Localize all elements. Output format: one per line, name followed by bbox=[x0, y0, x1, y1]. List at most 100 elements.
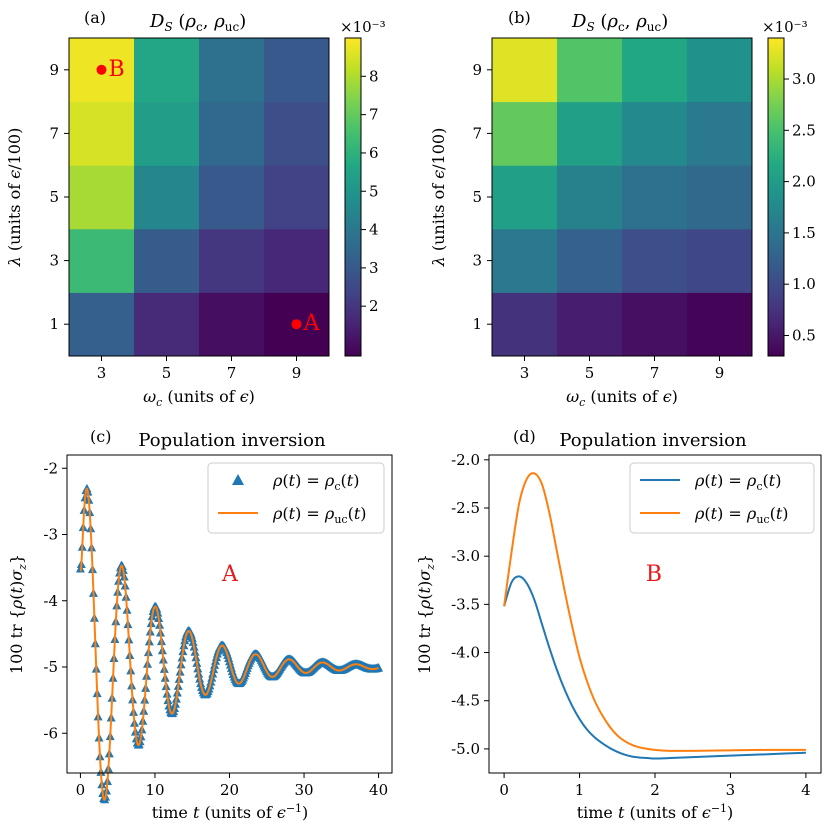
series-d-line-orange bbox=[503, 472, 806, 752]
cbar-tick-label: 3.0 bbox=[792, 70, 816, 88]
panel-c-label: (c) bbox=[90, 427, 111, 446]
heatmap-cell bbox=[264, 228, 330, 293]
series-c-orange-line bbox=[79, 487, 379, 801]
panel-b-x-ticks: 3 5 7 9 bbox=[520, 356, 724, 382]
x-tick-label: 20 bbox=[220, 781, 239, 799]
cbar-tick-label: 2 bbox=[369, 297, 379, 315]
heatmap-cell bbox=[69, 228, 135, 293]
heatmap-a-cells bbox=[69, 38, 330, 357]
panel-c-x-ticks: 0 10 20 30 40 bbox=[76, 773, 388, 799]
y-tick-label: -2.5 bbox=[451, 499, 480, 517]
panel-d-y-ticks: -2.0 -2.5 -3.0 -3.5 -4.0 -4.5 -5.0 bbox=[451, 451, 489, 758]
panel-d-annotation: B bbox=[646, 562, 662, 587]
heatmap-cell bbox=[492, 101, 558, 166]
legend-c-label-2: ρ(t) = ρuc(t) bbox=[272, 504, 367, 526]
y-tick-label: -3.0 bbox=[451, 547, 480, 565]
legend-c-marker-triangle bbox=[232, 474, 244, 485]
heatmap-cell bbox=[492, 292, 558, 357]
cbar-tick-label: 2.0 bbox=[792, 173, 816, 191]
panel-c-title: Population inversion bbox=[138, 430, 326, 451]
x-tick-label: 7 bbox=[227, 364, 237, 382]
heatmap-cell bbox=[134, 228, 200, 293]
panel-b-label: (b) bbox=[508, 8, 531, 27]
panel-c: (c) Population inversion 0 10 20 30 40 -2-3-… bbox=[7, 427, 393, 822]
colorbar-b bbox=[767, 37, 785, 357]
heatmap-cell bbox=[134, 292, 200, 357]
heatmap-cell bbox=[622, 228, 688, 293]
heatmap-cell bbox=[557, 292, 623, 357]
panel-d-title: Population inversion bbox=[559, 430, 747, 451]
panel-b-ylabel: λ (units of ϵ/100) bbox=[429, 128, 448, 268]
x-tick-label: 30 bbox=[294, 781, 313, 799]
heatmap-cell bbox=[69, 292, 135, 357]
cbar-tick-label: 5 bbox=[369, 182, 379, 200]
y-tick-label: -3.5 bbox=[451, 595, 480, 613]
cbar-tick-label: 1.5 bbox=[792, 224, 816, 242]
legend-d-label-1: ρ(t) = ρc(t) bbox=[694, 471, 781, 493]
marker-a bbox=[291, 319, 302, 330]
legend-c-label-1: ρ(t) = ρc(t) bbox=[272, 471, 359, 493]
y-tick-label: -6 bbox=[43, 724, 58, 742]
x-tick-label: 1 bbox=[575, 781, 585, 799]
y-tick-label: -5 bbox=[43, 658, 58, 676]
panel-a-x-ticks: 3 5 7 9 bbox=[97, 356, 301, 382]
panel-c-annotation: A bbox=[221, 562, 239, 587]
y-tick-label: -2 bbox=[43, 459, 58, 477]
panel-c-xlabel: time t (units of ϵ−1) bbox=[152, 802, 309, 822]
cbar-tick-label: 6 bbox=[369, 144, 379, 162]
heatmap-cell bbox=[687, 101, 753, 166]
heatmap-cell bbox=[492, 165, 558, 230]
heatmap-cell bbox=[687, 38, 753, 103]
heatmap-cell bbox=[199, 292, 265, 357]
colorbar-b-scale: ×10⁻³ bbox=[762, 18, 808, 36]
y-tick-label: -5.0 bbox=[451, 740, 480, 758]
series-d-line-blue bbox=[503, 575, 806, 760]
panel-b: (b) DS (ρc, ρuc) 3 5 7 9 1 3 5 7 9 ωc (units of… bbox=[429, 8, 816, 409]
panel-c-y-ticks: -2 -3 -4 -5 -6 bbox=[43, 459, 67, 742]
y-tick-label: 5 bbox=[472, 188, 482, 206]
heatmap-cell bbox=[622, 38, 688, 103]
heatmap-cell bbox=[264, 165, 330, 230]
colorbar-a-ticks: 2 3 4 5 6 7 8 bbox=[361, 67, 379, 315]
heatmap-cell bbox=[622, 292, 688, 357]
heatmap-cell bbox=[134, 101, 200, 166]
y-tick-label: 3 bbox=[472, 252, 482, 270]
heatmap-cell bbox=[622, 165, 688, 230]
x-tick-label: 5 bbox=[162, 364, 172, 382]
y-tick-label: -4 bbox=[43, 592, 58, 610]
panel-a-ylabel: λ (units of ϵ/100) bbox=[5, 128, 24, 268]
cbar-tick-label: 7 bbox=[369, 106, 379, 124]
x-tick-label: 5 bbox=[585, 364, 595, 382]
heatmap-cell bbox=[199, 165, 265, 230]
marker-label-a: A bbox=[303, 311, 321, 336]
x-tick-label: 3 bbox=[97, 364, 107, 382]
heatmap-cell bbox=[687, 228, 753, 293]
x-tick-label: 4 bbox=[801, 781, 811, 799]
heatmap-cell bbox=[557, 38, 623, 103]
y-tick-label: -3 bbox=[43, 526, 58, 544]
panel-c-ylabel: 100 tr {ρ(t)σz} bbox=[7, 554, 29, 674]
panel-b-y-ticks: 1 3 5 7 9 bbox=[472, 61, 492, 333]
panel-a-title: DS (ρc, ρuc) bbox=[149, 11, 246, 34]
panel-d-legend: ρ(t) = ρc(t) ρ(t) = ρuc(t) bbox=[629, 462, 815, 534]
marker-label-b: B bbox=[109, 57, 125, 82]
panel-d-xlabel: time t (units of ϵ−1) bbox=[577, 802, 734, 822]
heatmap-cell bbox=[492, 228, 558, 293]
panel-a-xlabel: ωc (units of ϵ) bbox=[143, 387, 255, 409]
heatmap-cell bbox=[199, 228, 265, 293]
y-tick-label: 3 bbox=[49, 252, 59, 270]
cbar-tick-label: 4 bbox=[369, 221, 379, 239]
marker-b bbox=[96, 64, 107, 75]
y-tick-label: 9 bbox=[472, 61, 482, 79]
cbar-tick-label: 8 bbox=[369, 67, 379, 85]
heatmap-cell bbox=[557, 228, 623, 293]
heatmap-cell bbox=[492, 38, 558, 103]
y-tick-label: -4.0 bbox=[451, 644, 480, 662]
y-tick-label: 5 bbox=[49, 188, 59, 206]
y-tick-label: 7 bbox=[49, 124, 59, 142]
colorbar-a bbox=[344, 37, 362, 357]
heatmap-b-cells bbox=[492, 38, 753, 357]
heatmap-cell bbox=[557, 165, 623, 230]
